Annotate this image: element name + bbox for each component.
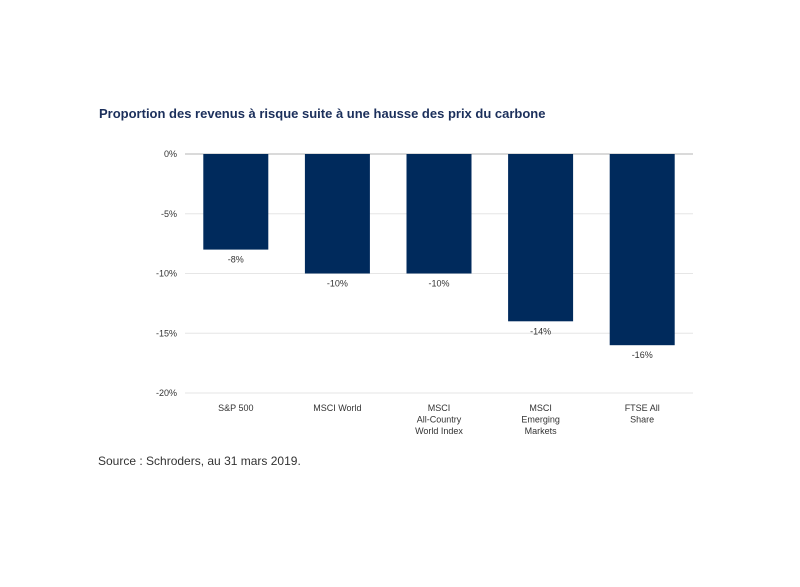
data-label: -10%: [428, 279, 449, 289]
chart-title: Proportion des revenus à risque suite à …: [99, 106, 546, 121]
x-tick-label: MSCI All-Country World Index: [415, 403, 463, 436]
x-tick-label: S&P 500: [218, 403, 253, 413]
bar: [508, 154, 574, 322]
data-label: -14%: [530, 326, 551, 336]
y-axis: 0% -5% -10% -15% -20%: [156, 149, 177, 398]
data-label: -10%: [327, 279, 348, 289]
data-label: -16%: [632, 350, 653, 360]
x-tick-label: MSCI World: [313, 403, 361, 413]
x-tick-label: FTSE All Share: [625, 403, 660, 425]
y-tick-label: -15%: [156, 328, 177, 338]
x-axis: S&P 500 MSCI World MSCI All-Country World In…: [218, 403, 660, 436]
bar: [203, 154, 269, 250]
y-tick-label: -20%: [156, 388, 177, 398]
source-note: Source : Schroders, au 31 mars 2019.: [98, 454, 301, 468]
bars: -8% -10% -10% -14% -16%: [203, 154, 675, 360]
bar: [406, 154, 472, 274]
y-tick-label: 0%: [164, 149, 177, 159]
data-label: -8%: [228, 255, 244, 265]
y-tick-label: -5%: [161, 209, 177, 219]
x-tick-label: MSCI Emerging Markets: [521, 403, 560, 436]
y-tick-label: -10%: [156, 269, 177, 279]
bar: [304, 154, 370, 274]
bar: [609, 154, 675, 346]
